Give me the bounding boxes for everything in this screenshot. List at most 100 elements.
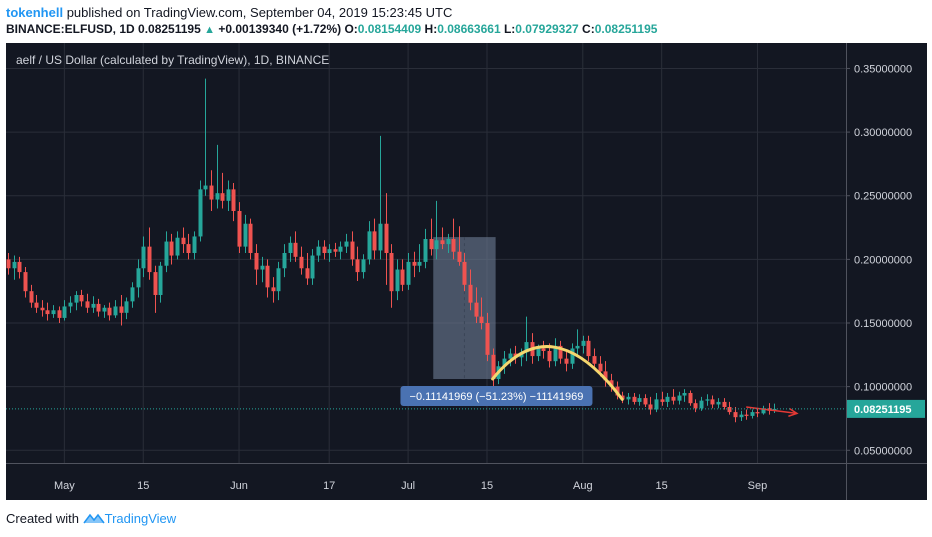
candle-body [231,189,236,211]
x-tick-label: Aug [573,480,593,492]
candle-body [260,265,265,270]
y-tick-label: 0.25000000 [854,191,912,203]
candle-body [248,223,253,253]
candle-body [153,272,158,295]
candle-body [333,249,338,252]
candle-body [575,345,580,349]
candle-body [536,348,541,357]
candle-body [147,246,152,273]
last-price-tag [847,399,925,418]
created-with-text: Created with [6,511,79,526]
candle-body [722,401,727,407]
candle-body [288,242,293,253]
candle-body [226,189,231,201]
x-tick-label: May [54,480,75,492]
candle-body [598,363,603,372]
candle-body [446,239,451,245]
y-tick-label: 0.20000000 [854,254,912,266]
candle-body [400,269,405,285]
candle-body [102,307,107,312]
x-tick-label: 17 [323,480,335,492]
candle-body [412,261,417,266]
candle-body [175,237,180,256]
candle-body [124,301,129,313]
x-tick-label: Jun [230,480,248,492]
candle-body [682,393,687,396]
candle-body [609,380,614,387]
candle-body [169,241,174,256]
candle-body [141,246,146,269]
candle-body [164,241,169,266]
author-link[interactable]: tokenhell [6,5,64,20]
candle-body [457,251,462,262]
candle-body [96,303,101,312]
candle-body [316,246,321,256]
candle-body [158,265,163,295]
candle-body [772,408,777,411]
candle-body [68,302,73,307]
candle-body [474,302,479,317]
symbol-label: BINANCE:ELFUSD, 1D [6,22,135,36]
candle-body [553,345,558,362]
measure-label-box [400,386,593,406]
candle-body [6,259,11,269]
candle-body [107,307,112,316]
published-text: published on TradingView.com, September … [66,5,453,20]
x-tick-label: 15 [481,480,493,492]
candle-body [276,268,281,292]
candle-body [485,323,490,355]
candle-body [423,239,428,262]
high-value: 0.08663661 [437,22,501,36]
tradingview-logo-icon [83,513,105,524]
footer: Created with TradingView [6,511,176,526]
candle-body [40,307,45,311]
candle-body [23,272,28,292]
candle-body [502,358,507,367]
candle-body [181,237,186,245]
y-tick-label: 0.30000000 [854,127,912,139]
candle-body [29,291,34,303]
candle-body [406,261,411,285]
candle-body [434,240,439,250]
candle-body [389,253,394,292]
candle-body [716,401,721,405]
candle-body [322,246,327,253]
candle-body [429,239,434,250]
candle-body [198,189,203,237]
last-price-label: 0.08251195 [854,404,912,416]
candle-body [541,348,546,351]
candle-body [508,353,513,359]
x-tick-label: 15 [656,480,668,492]
candle-body [192,236,197,253]
open-label: O: [344,22,358,36]
candle-body [479,316,484,323]
candle-body [637,398,642,402]
chart-area[interactable]: 0.08251195 −0.11141969 (−51.23%) −1114196… [6,43,927,500]
candle-body [761,408,766,414]
candle-body [581,340,586,346]
chart-title: aelf / US Dollar (calculated by TradingV… [16,53,329,67]
candle-body [293,242,298,257]
candlestick-chart[interactable]: 0.08251195 −0.11141969 (−51.23%) −1114196… [6,43,927,500]
x-tick-label: Jul [401,480,415,492]
candle-body [462,261,467,285]
trend-arrow-head [788,407,799,417]
candle-body [215,193,220,200]
candle-body [310,255,315,279]
candle-body [677,395,682,401]
candle-body [733,412,738,418]
candle-body [130,287,135,302]
tradingview-brand[interactable]: TradingView [104,511,177,526]
close-label: C: [582,22,595,36]
candle-body [79,295,84,302]
candle-body [17,261,22,273]
candle-body [344,241,349,247]
y-tick-label: 0.10000000 [854,382,912,394]
ohlc-line: BINANCE:ELFUSD, 1D 0.08251195 ▲ +0.00139… [6,22,657,36]
candle-body [688,393,693,404]
candle-body [739,414,744,418]
candle-body [51,310,56,315]
candle-body [338,246,343,252]
candle-body [693,403,698,409]
candle-body [660,399,665,402]
